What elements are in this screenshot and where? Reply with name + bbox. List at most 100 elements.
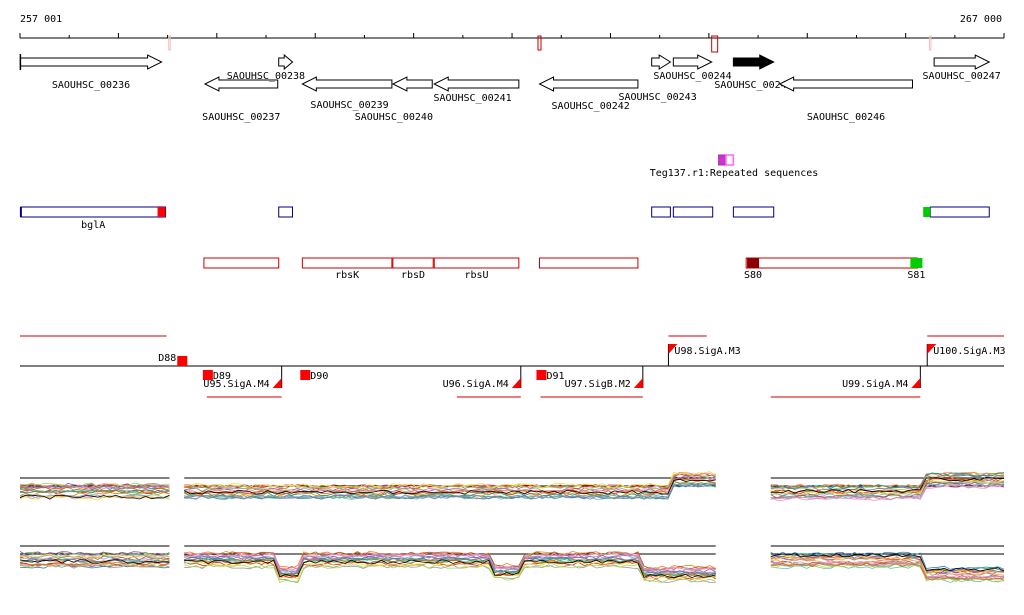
gene-arrow <box>19 54 163 70</box>
ruler-end-label: 267 000 <box>960 14 1002 25</box>
repeat-label: Teg137.r1:Repeated sequences <box>650 168 819 179</box>
gene-saouhsc_00243: SAOUHSC_00243 <box>618 54 697 103</box>
promoter-d90: D90 <box>300 370 328 382</box>
annotation-track-red: rbsK rbsD rbsU S80 S81 <box>203 257 925 281</box>
promoter-label: D91 <box>546 371 564 382</box>
gene-arrow <box>278 53 294 71</box>
expression-profile-track <box>19 471 1005 584</box>
expression-profile-line <box>19 483 170 488</box>
expression-profile-line <box>19 482 170 488</box>
blue-feature <box>923 206 990 218</box>
repeat-block <box>718 154 727 166</box>
promoter-box <box>300 370 311 380</box>
expression-profile-line <box>19 489 170 494</box>
blue-feature <box>672 206 714 218</box>
gene-saouhsc_00247: SAOUHSC_00247 <box>923 54 1001 82</box>
blue-feature-box <box>672 206 714 218</box>
gene-arrow <box>433 76 520 92</box>
tss-mark-label: S81 <box>907 270 925 281</box>
promoter-label: U95.SigA.M4 <box>203 379 269 390</box>
promoter-d89: D89 <box>202 370 231 382</box>
gene-saouhsc_00244: SAOUHSC_00244 <box>653 54 732 82</box>
expression-profile-line <box>770 474 1005 491</box>
gene-arrow <box>301 76 393 92</box>
ruler-marker <box>168 35 171 51</box>
promoter-flag <box>511 378 521 388</box>
expression-profile-line <box>184 559 716 579</box>
red-feature-box <box>539 257 639 269</box>
red-feature <box>745 257 918 269</box>
gene-label: SAOUHSC_00238 <box>227 71 305 82</box>
blue-feature-box <box>732 206 775 218</box>
blue-feature <box>278 206 293 218</box>
gene-saouhsc_00238: SAOUHSC_00238 <box>227 53 305 82</box>
gene-label: SAOUHSC_00237 <box>202 112 280 123</box>
gene-label: SAOUHSC_00244 <box>653 71 731 82</box>
gene-saouhsc_00241: SAOUHSC_00241 <box>433 76 520 104</box>
gene-saouhsc_00240: SAOUHSC_00240 <box>355 76 433 123</box>
gene-label: SAOUHSC_00245 <box>714 80 792 91</box>
expression-profile-line <box>19 553 170 559</box>
promoter-u99-siga-m4: U99.SigA.M4 <box>842 366 921 390</box>
expression-profile-line <box>184 553 716 572</box>
expression-profile-line <box>770 552 1005 572</box>
promoter-label: U97.SigB.M2 <box>565 379 631 390</box>
gene-label: SAOUHSC_00243 <box>618 92 696 103</box>
expression-profile-line <box>770 473 1005 491</box>
red-feature-box <box>203 257 280 269</box>
gene-arrow <box>672 54 713 70</box>
promoter-box <box>536 370 547 380</box>
promoter-d88: D88 <box>158 353 188 366</box>
expression-profile-line <box>184 483 716 500</box>
coordinate-ruler: 257 001 267 000 <box>19 14 1005 53</box>
expression-profile-line <box>770 556 1005 575</box>
red-feature-label: rbsD <box>401 270 425 281</box>
blue-feature-cap <box>19 207 22 217</box>
expression-profile-line <box>770 555 1004 575</box>
expression-profile-line <box>184 478 716 495</box>
gene-arrow <box>203 76 279 92</box>
expression-profile-line <box>19 562 170 567</box>
expression-profile-line <box>19 488 170 494</box>
expression-panel <box>19 545 1005 584</box>
expression-profile-line <box>184 552 716 571</box>
promoter-flag <box>633 378 643 388</box>
gene-arrow <box>778 76 913 92</box>
expression-profile-line <box>770 476 1005 494</box>
gene-label: SAOUHSC_00241 <box>433 93 511 104</box>
promoter-label: D90 <box>310 371 328 382</box>
promoter-label: U99.SigA.M4 <box>842 379 908 390</box>
promoter-u100-siga-m3: U100.SigA.M3 <box>926 344 1005 366</box>
promoter-u95-siga-m4: U95.SigA.M4 <box>203 366 283 390</box>
red-feature-label: rbsU <box>464 270 488 281</box>
repeat-block <box>725 154 735 166</box>
red-feature-box <box>433 257 520 269</box>
tss-mark-box <box>747 258 760 268</box>
promoter-d91: D91 <box>536 370 565 382</box>
gene-label: SAOUHSC_00240 <box>355 112 433 123</box>
blue-feature-box <box>20 206 167 218</box>
gene-saouhsc_00239: SAOUHSC_00239 <box>301 76 393 111</box>
blue-feature <box>651 206 671 218</box>
promoter-label: U96.SigA.M4 <box>443 379 509 390</box>
expression-profile-line <box>19 484 170 490</box>
promoter-flag <box>272 378 282 388</box>
expression-profile-line <box>19 563 170 568</box>
promoter-u97-sigb-m2: U97.SigB.M2 <box>565 366 644 390</box>
expression-profile-line <box>19 553 170 559</box>
promoter-label: D88 <box>158 353 176 364</box>
expression-profile-line <box>770 484 1005 501</box>
expression-profile-line <box>19 551 170 556</box>
gene-label: SAOUHSC_00247 <box>923 71 1001 82</box>
red-feature-label: rbsK <box>335 270 359 281</box>
promoter-flag <box>668 344 678 354</box>
ruler-marker <box>711 35 719 53</box>
promoter-flag <box>911 378 921 388</box>
red-feature-box <box>745 257 918 269</box>
expression-profile-line <box>184 471 716 488</box>
gene-label: SAOUHSC_00242 <box>552 101 630 112</box>
red-feature: rbsU <box>433 257 520 281</box>
blue-feature <box>732 206 775 218</box>
